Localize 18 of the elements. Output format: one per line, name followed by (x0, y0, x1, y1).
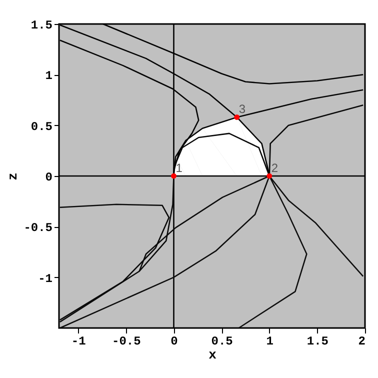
x-tick-label: 0.5 (211, 334, 233, 348)
y-tick-label: 0 (45, 170, 52, 184)
x-tick-label: -0.5 (112, 334, 141, 348)
x-tick-label: 1 (266, 334, 274, 348)
x-tick-label: -1 (71, 334, 86, 348)
x-tick-label: 2 (358, 334, 366, 348)
y-tick-label: 1.5 (30, 18, 52, 32)
y-tick-label: 0.5 (30, 120, 52, 134)
y-axis-title: z (6, 172, 21, 180)
annotation: 2 (271, 161, 278, 175)
x-tick-label: 1.5 (306, 334, 328, 348)
y-tick-label: 1 (45, 69, 52, 84)
x-tick-label: 0 (170, 334, 178, 348)
annotation: 3 (238, 102, 246, 116)
y-tick-label: -1 (38, 272, 52, 286)
y-tick-label: -0.5 (24, 221, 52, 236)
annotation: 1 (176, 161, 183, 175)
x-axis-title: x (208, 348, 217, 362)
